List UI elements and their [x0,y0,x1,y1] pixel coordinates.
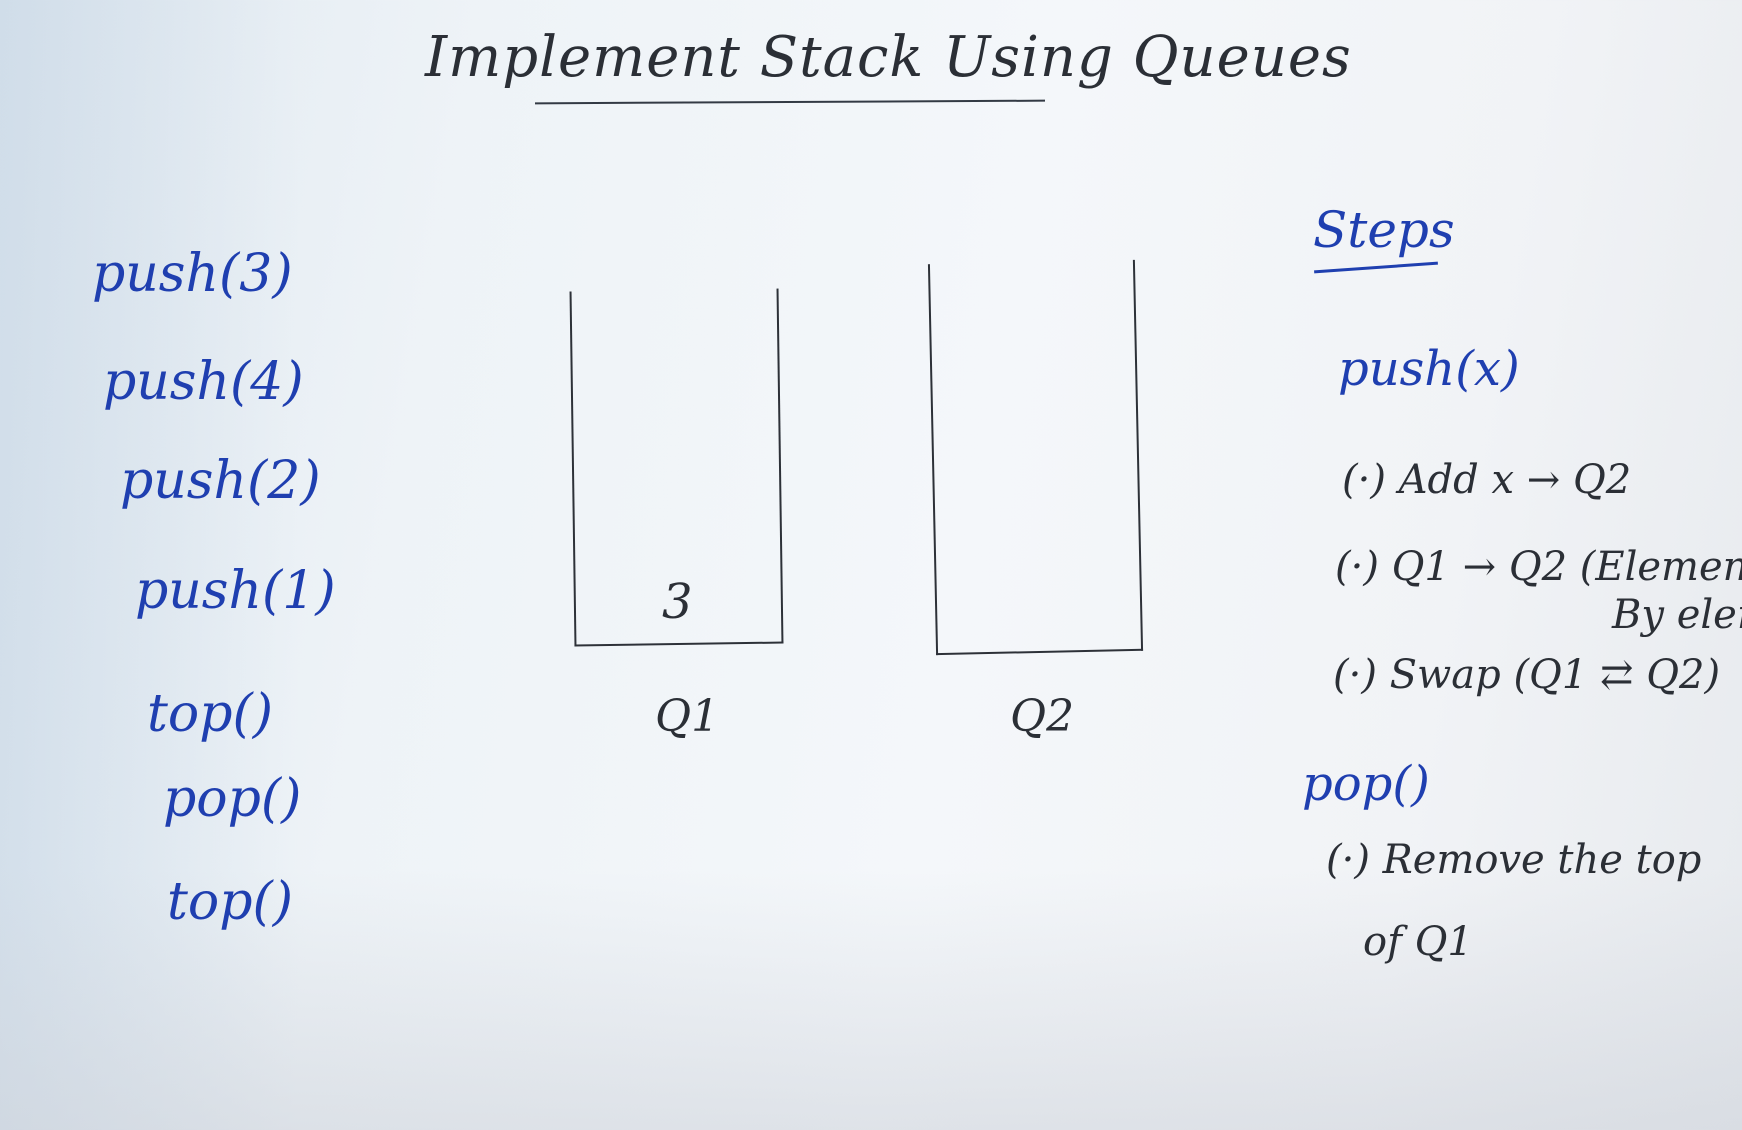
pop-step-1: (·) Remove the top [1326,837,1702,883]
operation-item: push(1) [135,561,336,621]
push-step-2: (·) Q1 → Q2 (Element [1335,544,1742,590]
push-step-2-continuation: By elem [1612,592,1742,638]
operation-item: push(2) [120,451,321,511]
operation-item: push(3) [92,244,293,304]
title-underline [534,99,1046,105]
push-step-3: (·) Swap (Q1 ⇄ Q2) [1333,652,1721,698]
operation-item: top() [167,872,294,932]
steps-title: Steps [1313,201,1455,259]
operation-item: top() [147,684,274,744]
steps-underline [1314,261,1438,274]
queue-1-label: Q1 [655,691,720,742]
pop-heading: pop() [1302,756,1430,812]
queue-2-label: Q2 [1010,691,1075,742]
operation-item: push(4) [103,352,304,412]
push-heading: push(x) [1338,341,1520,397]
lighting-shade-bottom [0,870,1742,1130]
queue-1-item: 3 [662,574,693,630]
queue-2-container [927,259,1144,656]
page-title: Implement Stack Using Queues [425,25,1352,90]
pop-step-1-continuation: of Q1 [1363,919,1473,965]
push-step-1: (·) Add x → Q2 [1342,457,1632,503]
operation-item: pop() [163,769,302,829]
